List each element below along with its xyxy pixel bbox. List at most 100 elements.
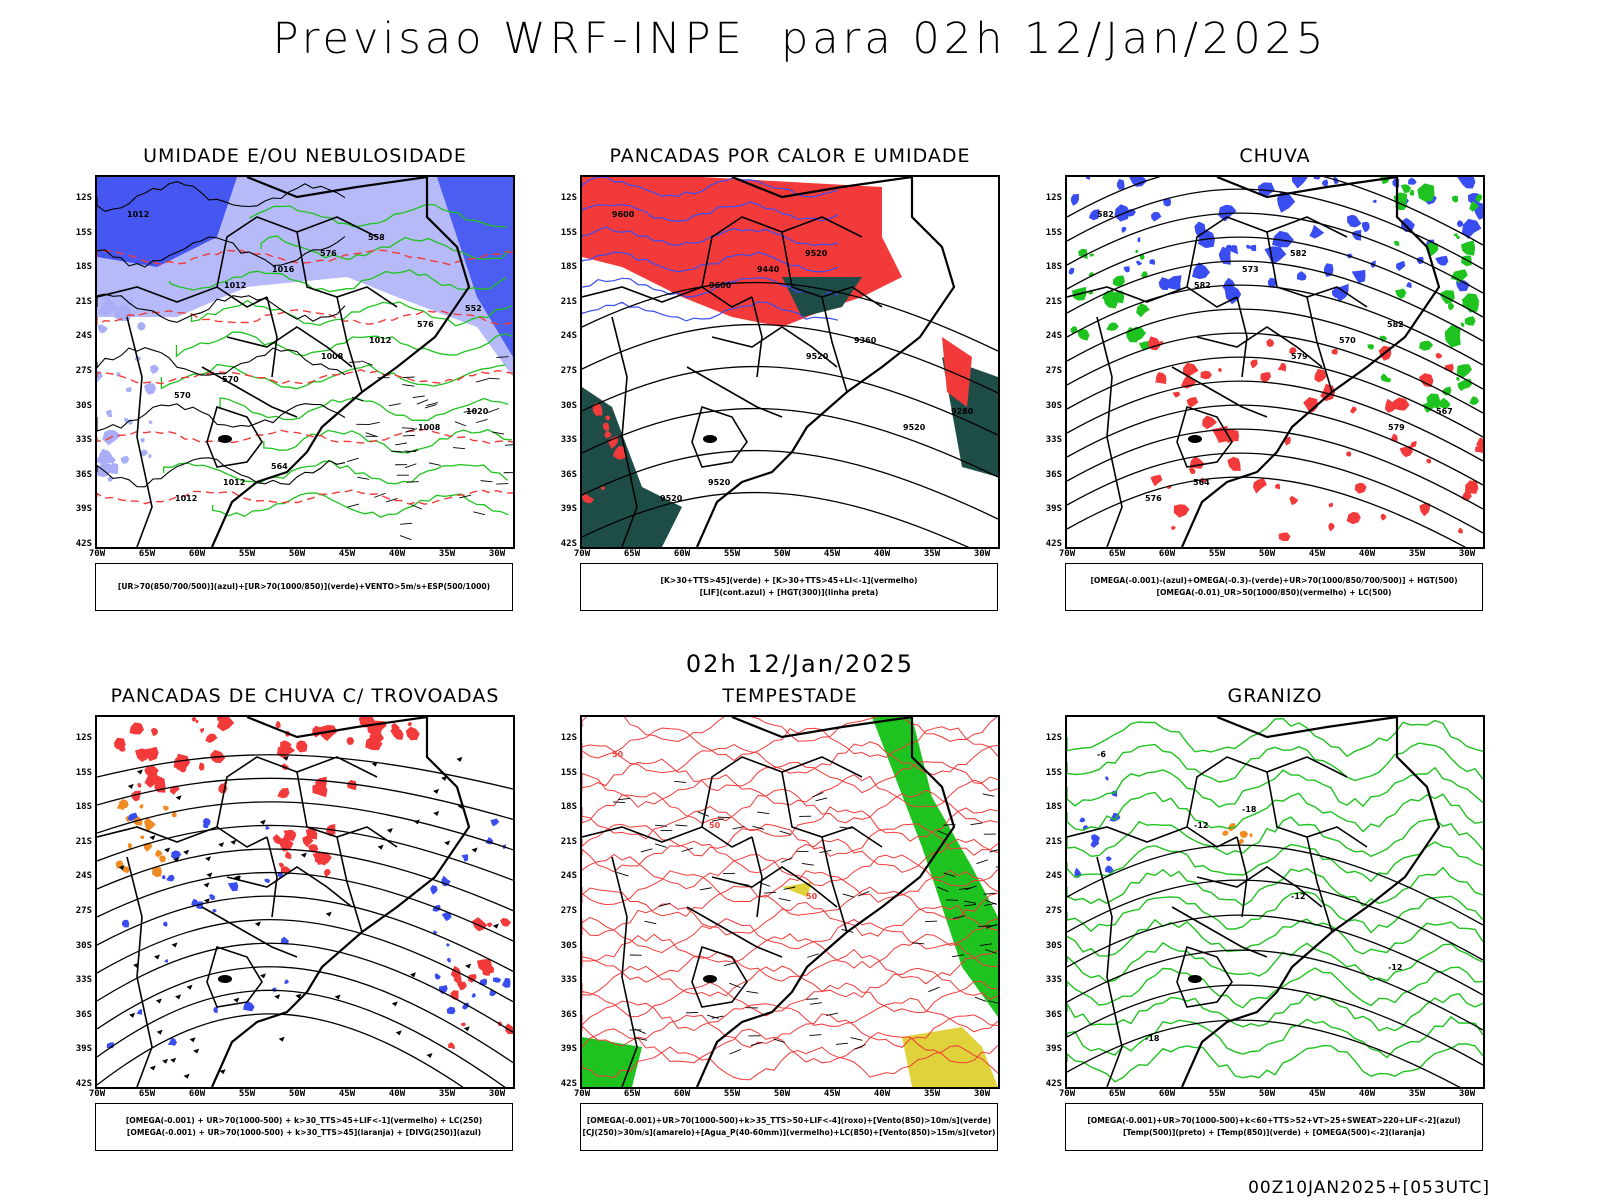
flow-arrow (230, 839, 237, 845)
latitude-label: 12S (1045, 733, 1062, 743)
wind-vector (732, 826, 745, 830)
state-border (582, 286, 753, 308)
flow-arrow (391, 1001, 398, 1007)
rain-red (1426, 458, 1432, 464)
storm-red (114, 737, 126, 750)
storm-red (456, 981, 467, 991)
storm-red (205, 733, 218, 744)
wind-vector (395, 442, 408, 446)
rain-red (1250, 359, 1258, 369)
contour-label: 579 (1388, 423, 1405, 432)
storm-red (307, 844, 319, 853)
pressure-isobar (97, 347, 346, 376)
rain-red (1354, 482, 1367, 494)
state-border (226, 326, 353, 368)
divergence-blue (264, 878, 271, 884)
streamline (97, 801, 513, 851)
flow-arrow (127, 783, 134, 789)
storm-red (471, 917, 488, 932)
wind-vector (424, 404, 437, 409)
state-border (1306, 296, 1333, 393)
wind-vector (697, 811, 710, 817)
wind-vector (937, 886, 949, 892)
temp850-contour (1067, 742, 1483, 783)
thickness-contour (97, 488, 513, 505)
state-border (126, 856, 153, 1087)
wind-vector (812, 792, 824, 798)
rain-red (1331, 348, 1338, 355)
hail-blue (1090, 840, 1100, 848)
flow-arrow (175, 994, 182, 1000)
latitude-label: 30S (1045, 940, 1062, 951)
wind-vector (400, 522, 413, 525)
rain-red (1303, 397, 1318, 414)
omega-green (1139, 254, 1145, 260)
wind-vector (781, 857, 793, 863)
wind-vector (807, 953, 819, 958)
state-border (1176, 945, 1233, 1008)
omega-green (1367, 344, 1375, 350)
wind-vector (426, 402, 439, 406)
longitude-label: 70W (88, 549, 106, 559)
flow-arrow (193, 1048, 200, 1054)
rain-red (1457, 527, 1463, 534)
omega-green (1112, 275, 1125, 287)
wind-vector (402, 376, 415, 379)
storm-red (450, 965, 461, 979)
longitude-label: 40W (873, 1089, 891, 1099)
latitude-label: 24S (1045, 331, 1062, 342)
thickness-contour (97, 249, 513, 266)
flow-arrow (149, 835, 156, 841)
omega500-orange (1221, 830, 1229, 836)
thickness-contour (97, 309, 513, 326)
rain-red (1200, 370, 1212, 380)
low-humidity-contour (169, 269, 507, 293)
longitude-label: 50W (288, 549, 306, 559)
wind-vector (675, 824, 688, 827)
flow-arrow (334, 994, 341, 1000)
hail-blue (1106, 856, 1112, 862)
wind-vector (965, 885, 977, 891)
contour-label: 576 (320, 249, 337, 258)
flow-arrow (186, 984, 193, 990)
rain-red (1277, 362, 1287, 372)
state-border (711, 866, 838, 908)
flow-arrow (203, 898, 210, 904)
humidity-patch (120, 455, 130, 464)
omega-blue (1392, 178, 1400, 188)
divergence-blue (502, 977, 511, 988)
coastline (695, 177, 956, 547)
humidity-high (97, 177, 237, 267)
lagoon (218, 435, 232, 443)
hgt500-contour (1067, 452, 1483, 534)
latitude-label: 39S (1045, 504, 1062, 515)
wind-vector (723, 962, 736, 967)
wind-vector (357, 476, 370, 480)
contour-label: 1016 (272, 265, 295, 274)
map-plot: -6 -12 -12 -12 -18 -18 (1067, 717, 1483, 1087)
latitude-label: 15S (1045, 227, 1062, 238)
longitude-label: 50W (773, 1089, 791, 1099)
wind-vector (963, 900, 976, 904)
flow-arrow (456, 756, 463, 762)
wind-vector (842, 893, 855, 898)
humidity-patch (97, 324, 108, 334)
wind-vector (658, 902, 671, 907)
latitude-label: 12S (75, 193, 92, 203)
state-border (266, 836, 278, 918)
flow-arrow (426, 1052, 433, 1058)
longitude-label: 70W (1058, 1089, 1076, 1099)
temp500-contour (1067, 1019, 1461, 1087)
contour-label: -12 (1291, 892, 1305, 901)
precipitable-water (582, 823, 998, 857)
rain-red (1266, 338, 1275, 348)
storm-red (296, 740, 308, 753)
wind-vector (367, 421, 380, 426)
coastline (210, 177, 471, 547)
panel-umidade: UMIDADE E/OU NEBULOSIDADE 1012 1012 1008 100… (60, 145, 530, 645)
flow-arrow (164, 847, 171, 853)
latitude-label: 24S (1045, 871, 1062, 882)
contour-label: 9520 (805, 249, 828, 258)
storm-red (305, 827, 318, 840)
coastline (1180, 717, 1441, 1087)
